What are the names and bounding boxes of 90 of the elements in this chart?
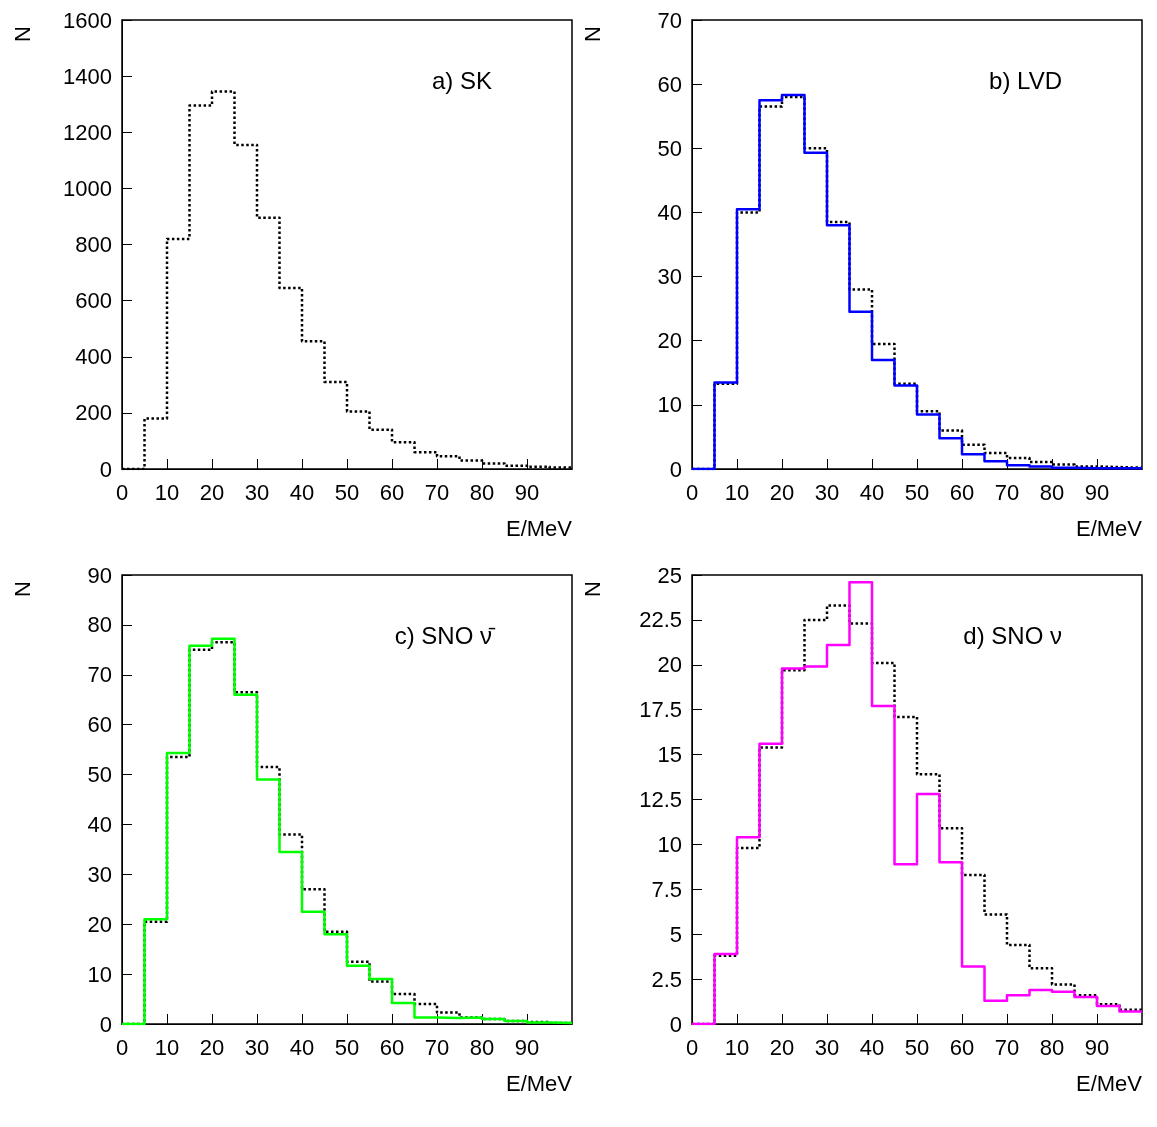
x-tick-label: 90 [514, 479, 540, 505]
y-tick-label: 7.5 [651, 876, 682, 902]
x-tick-label: 80 [469, 1034, 495, 1060]
x-tick-label: 30 [244, 1034, 270, 1060]
x-axis-title: E/MeV [1075, 1070, 1143, 1096]
x-axis-title: E/MeV [1075, 515, 1143, 541]
x-tick-label: 70 [424, 479, 450, 505]
x-tick-label: 0 [685, 1034, 699, 1060]
y-tick-label: 10 [657, 392, 682, 418]
x-tick-label: 30 [814, 1034, 840, 1060]
y-tick-label: 30 [657, 264, 682, 290]
y-tick-label: 60 [657, 71, 682, 97]
x-tick-label: 70 [994, 1034, 1020, 1060]
y-tick-label: 2.5 [651, 966, 682, 992]
x-tick-label: 0 [685, 479, 699, 505]
y-tick-label: 0 [99, 456, 112, 482]
y-tick-label: 60 [87, 712, 112, 738]
y-tick-label: 25 [657, 562, 682, 588]
x-tick-label: 50 [904, 479, 930, 505]
y-tick-label: 20 [657, 328, 682, 354]
y-tick-label: 20 [87, 911, 112, 937]
annotation: a) SK [431, 66, 492, 94]
x-tick-label: 30 [244, 479, 270, 505]
x-tick-label: 80 [1039, 1034, 1065, 1060]
y-tick-label: 0 [669, 456, 682, 482]
x-tick-label: 60 [949, 1034, 975, 1060]
x-axis-title: E/MeV [505, 515, 573, 541]
annotation: c) SNO ν̄ [394, 621, 496, 649]
x-tick-label: 10 [724, 1034, 750, 1060]
y-tick-label: 400 [75, 344, 112, 370]
y-tick-label: 20 [657, 652, 682, 678]
x-tick-label: 40 [859, 479, 885, 505]
y-tick-label: 1000 [63, 175, 112, 201]
x-tick-label: 20 [769, 479, 795, 505]
x-tick-label: 20 [199, 1034, 225, 1060]
y-tick-label: 10 [657, 831, 682, 857]
y-tick-label: 40 [87, 811, 112, 837]
y-tick-label: 50 [657, 135, 682, 161]
annotation: d) SNO ν [963, 621, 1062, 649]
y-axis-title: N [579, 581, 605, 597]
x-tick-label: 50 [334, 479, 360, 505]
y-tick-label: 22.5 [639, 607, 682, 633]
x-tick-label: 60 [379, 479, 405, 505]
y-tick-label: 1400 [63, 63, 112, 89]
x-tick-label: 60 [949, 479, 975, 505]
x-tick-label: 80 [1039, 479, 1065, 505]
y-tick-label: 1200 [63, 119, 112, 145]
x-tick-label: 40 [859, 1034, 885, 1060]
x-tick-label: 90 [1084, 479, 1110, 505]
y-tick-label: 50 [87, 762, 112, 788]
y-axis-title: N [579, 26, 605, 42]
x-tick-label: 10 [154, 1034, 180, 1060]
x-tick-label: 10 [724, 479, 750, 505]
y-tick-label: 0 [99, 1011, 112, 1037]
x-tick-label: 70 [424, 1034, 450, 1060]
y-tick-label: 15 [657, 742, 682, 768]
x-tick-label: 90 [514, 1034, 540, 1060]
x-tick-label: 50 [904, 1034, 930, 1060]
x-tick-label: 50 [334, 1034, 360, 1060]
y-tick-label: 5 [669, 921, 682, 947]
y-axis-title: N [9, 26, 35, 42]
annotation: b) LVD [989, 66, 1062, 94]
y-tick-label: 40 [657, 199, 682, 225]
y-tick-label: 10 [87, 961, 112, 987]
x-tick-label: 20 [769, 1034, 795, 1060]
y-tick-label: 70 [657, 7, 682, 33]
x-tick-label: 20 [199, 479, 225, 505]
y-tick-label: 90 [87, 562, 112, 588]
x-tick-label: 10 [154, 479, 180, 505]
x-tick-label: 40 [289, 1034, 315, 1060]
x-tick-label: 70 [994, 479, 1020, 505]
y-tick-label: 80 [87, 612, 112, 638]
x-tick-label: 90 [1084, 1034, 1110, 1060]
y-tick-label: 17.5 [639, 697, 682, 723]
x-tick-label: 0 [115, 479, 129, 505]
y-tick-label: 0 [669, 1011, 682, 1037]
x-tick-label: 0 [115, 1034, 129, 1060]
y-tick-label: 600 [75, 288, 112, 314]
x-axis-title: E/MeV [505, 1070, 573, 1096]
x-tick-label: 40 [289, 479, 315, 505]
x-tick-label: 60 [379, 1034, 405, 1060]
y-axis-title: N [9, 581, 35, 597]
y-tick-label: 800 [75, 232, 112, 257]
y-tick-label: 1600 [63, 7, 112, 33]
y-tick-label: 70 [87, 662, 112, 688]
y-tick-label: 12.5 [639, 787, 682, 812]
y-tick-label: 200 [75, 400, 112, 426]
x-tick-label: 80 [469, 479, 495, 505]
y-tick-label: 30 [87, 861, 112, 887]
x-tick-label: 30 [814, 479, 840, 505]
